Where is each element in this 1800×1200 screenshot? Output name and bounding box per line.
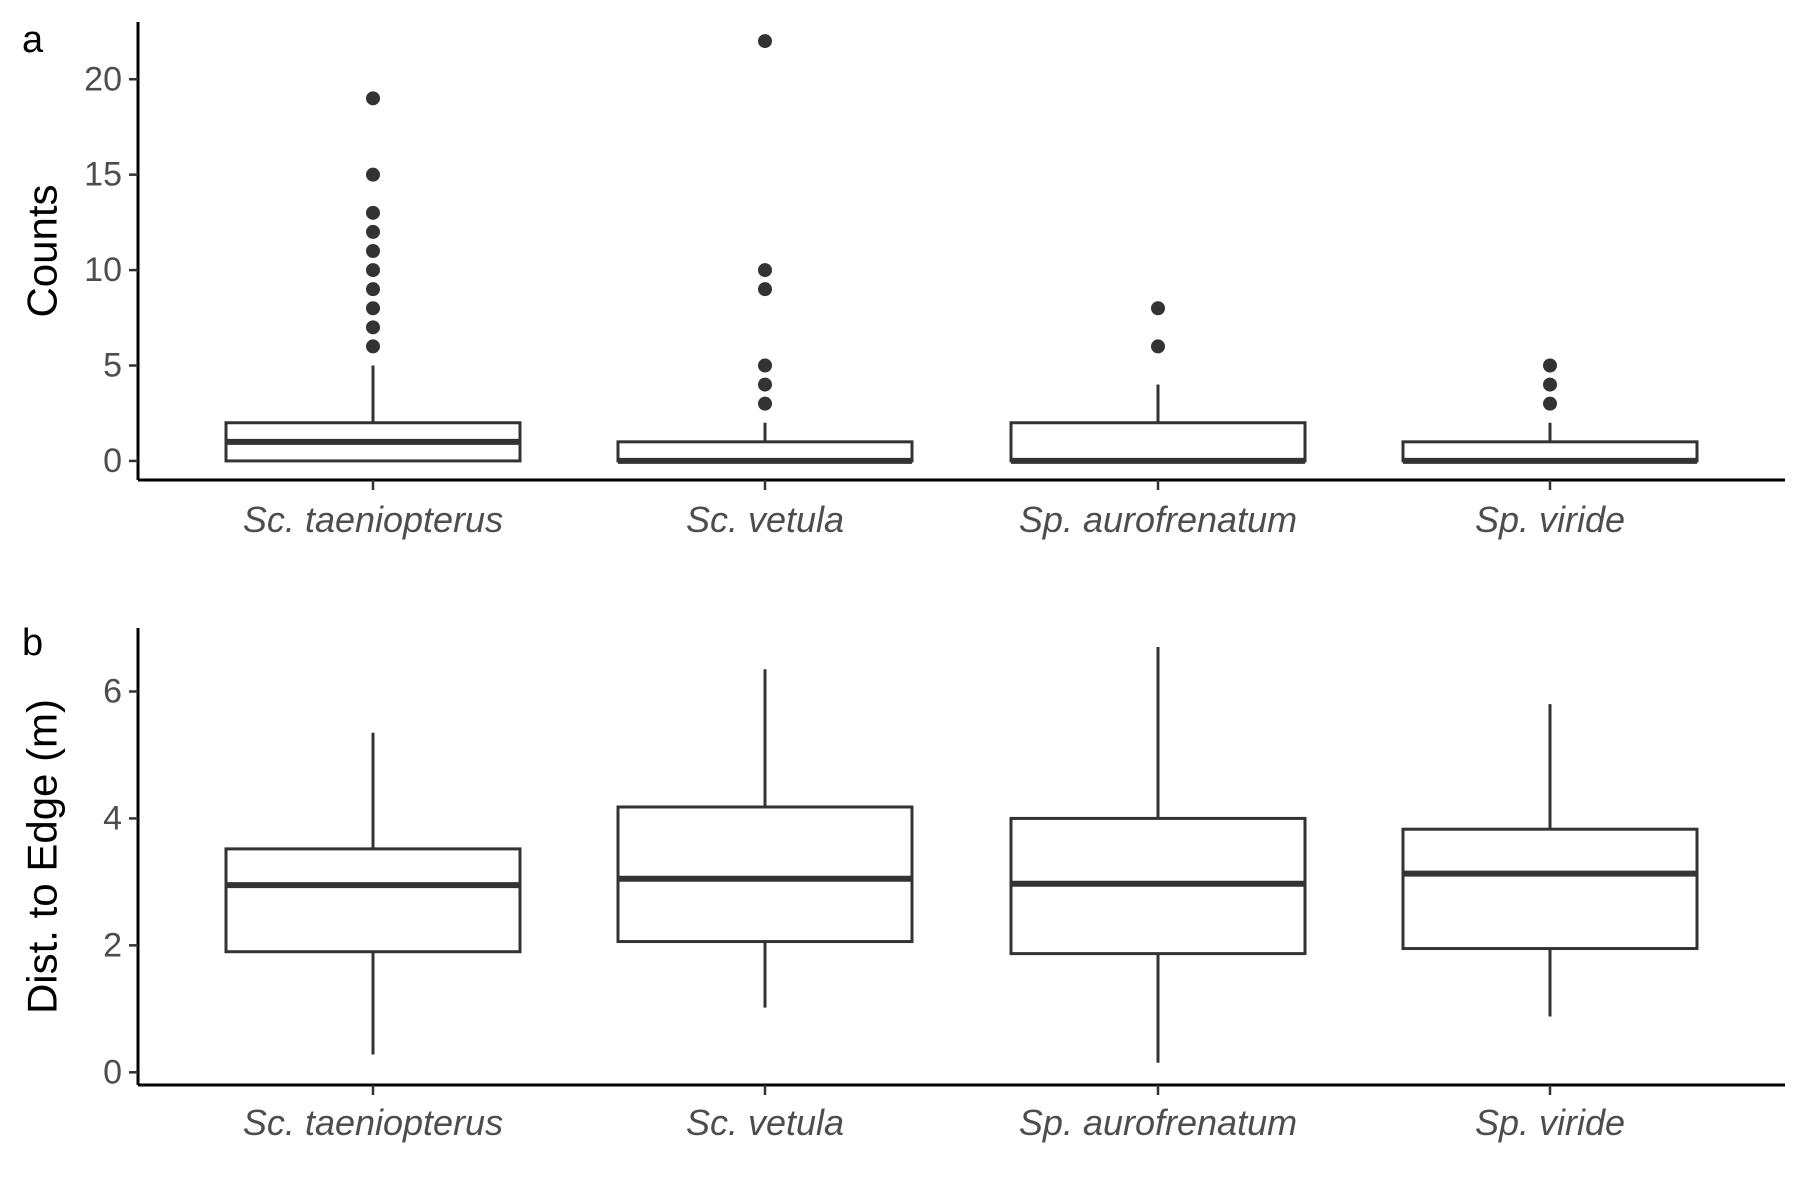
box-body	[616, 805, 914, 944]
box-2	[616, 669, 914, 1008]
outlier-point	[366, 301, 380, 316]
panel-tag: a	[22, 19, 44, 61]
box-body	[1401, 827, 1699, 951]
outlier-point	[366, 205, 380, 220]
box-3	[1009, 647, 1307, 1063]
y-tick-label: 20	[84, 60, 122, 98]
outlier-point	[366, 263, 380, 278]
outlier-point	[366, 224, 380, 239]
y-tick-label: 6	[103, 672, 122, 710]
box-body	[224, 847, 522, 954]
x-tick-label: Sp. viride	[1475, 499, 1625, 540]
outlier-point	[1543, 358, 1557, 373]
y-tick-label: 10	[84, 251, 122, 289]
x-tick-label: Sc. taeniopterus	[243, 499, 503, 540]
box-1	[224, 91, 522, 463]
outlier-point	[758, 358, 772, 373]
outlier-point	[758, 396, 772, 411]
outlier-point	[758, 34, 772, 49]
y-tick-label: 0	[103, 1053, 122, 1091]
x-tick-label: Sp. aurofrenatum	[1019, 499, 1297, 540]
y-tick-label: 0	[103, 442, 122, 480]
box-4	[1401, 358, 1699, 464]
outlier-point	[366, 339, 380, 354]
outlier-point	[1151, 339, 1165, 354]
box-4	[1401, 704, 1699, 1017]
panel-b-distance-to-edge: b Dist. to Edge (m) 0 2 4 6 Sc. taeniopterus Sc…	[19, 622, 1785, 1143]
outlier-point	[366, 320, 380, 335]
outlier-point	[1151, 301, 1165, 316]
x-tick-label: Sc. vetula	[686, 1102, 844, 1143]
box-body	[1009, 421, 1307, 463]
y-tick-label: 4	[103, 799, 122, 837]
x-tick-label: Sc. taeniopterus	[243, 1102, 503, 1143]
panel-a-counts: a Counts 0 5 10 15 20 Sc. taeniopterus Sc. vetul…	[19, 19, 1785, 540]
y-axis-label: Counts	[19, 184, 66, 317]
x-tick-label: Sp. viride	[1475, 1102, 1625, 1143]
panel-tag: b	[22, 622, 43, 664]
box-3	[1009, 301, 1307, 464]
y-tick-label: 5	[103, 347, 122, 385]
outlier-point	[366, 282, 380, 297]
x-tick-label: Sp. aurofrenatum	[1019, 1102, 1297, 1143]
box-2	[616, 34, 914, 464]
outlier-point	[366, 167, 380, 182]
outlier-point	[758, 263, 772, 278]
y-tick-label: 2	[103, 926, 122, 964]
outlier-point	[366, 244, 380, 258]
y-tick-label: 15	[84, 156, 122, 194]
outlier-point	[366, 91, 380, 106]
outlier-point	[1543, 396, 1557, 411]
outlier-point	[758, 282, 772, 297]
outlier-point	[758, 377, 772, 392]
box-1	[224, 732, 522, 1055]
y-axis-label: Dist. to Edge (m)	[19, 699, 66, 1014]
x-tick-label: Sc. vetula	[686, 499, 844, 540]
outlier-point	[1543, 377, 1557, 392]
